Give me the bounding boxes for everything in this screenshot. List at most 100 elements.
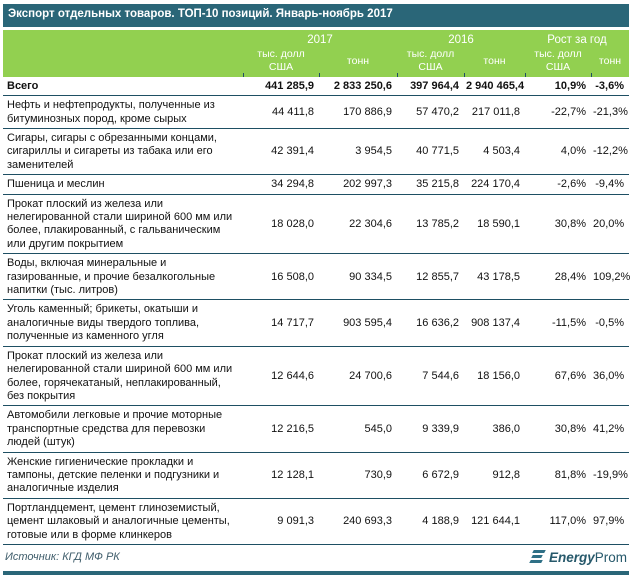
- table-cell: 240 693,3: [319, 498, 397, 545]
- table-cell: 12 855,7: [397, 253, 464, 301]
- table-cell: 386,0: [464, 405, 525, 453]
- row-name: Автомобили легковые и прочие моторные тр…: [3, 405, 243, 453]
- table-row-total: Всего 441 285,9 2 833 250,6 397 964,4 2 …: [3, 76, 629, 97]
- table-cell: 41,2%: [591, 405, 629, 453]
- table-cell: 34 294,8: [243, 174, 319, 195]
- header-group-2017: 2017: [243, 29, 397, 46]
- row-name: Портландцемент, цемент глиноземистый, це…: [3, 498, 243, 545]
- table-cell: 81,8%: [525, 452, 591, 499]
- table-cell: 28,4%: [525, 253, 591, 301]
- header-usd-2017: тыс. долл США: [243, 45, 319, 77]
- table-cell: -0,5%: [591, 299, 629, 347]
- bottom-divider-bar: [3, 570, 629, 575]
- table-cell: 14 717,7: [243, 299, 319, 347]
- table-row: Пшеница и меслин 34 294,8 202 997,3 35 2…: [3, 174, 629, 195]
- table-cell: 16 508,0: [243, 253, 319, 301]
- table-cell: 40 771,5: [397, 128, 464, 176]
- table-cell: -12,2%: [591, 128, 629, 176]
- table-header: 2017 2016 Рост за год тыс. долл США тонн…: [3, 29, 629, 77]
- table-row: Нефть и нефтепродукты, полученные из бит…: [3, 95, 629, 130]
- table-row: Прокат плоский из железа или нелегирован…: [3, 194, 629, 255]
- table-cell: 18 028,0: [243, 194, 319, 255]
- row-name: Пшеница и меслин: [3, 174, 243, 195]
- table-cell: 170 886,9: [319, 95, 397, 130]
- table-cell: 2 940 465,4: [464, 76, 525, 97]
- table-cell: -9,4%: [591, 174, 629, 195]
- table-cell: 36,0%: [591, 346, 629, 407]
- table-cell: 217 011,8: [464, 95, 525, 130]
- table-cell: 90 334,5: [319, 253, 397, 301]
- table-cell: 12 216,5: [243, 405, 319, 453]
- table-cell: 16 636,2: [397, 299, 464, 347]
- table-cell: -19,9%: [591, 452, 629, 499]
- table-cell: 22 304,6: [319, 194, 397, 255]
- table-cell: 18 156,0: [464, 346, 525, 407]
- table-cell: -22,7%: [525, 95, 591, 130]
- row-name: Прокат плоский из железа или нелегирован…: [3, 346, 243, 407]
- table-body: Всего 441 285,9 2 833 250,6 397 964,4 2 …: [3, 76, 630, 545]
- row-name: Воды, включая минеральные и газированные…: [3, 253, 243, 301]
- energyprom-logo-icon: [529, 550, 546, 564]
- table-cell: -2,6%: [525, 174, 591, 195]
- header-usd-2016: тыс. долл США: [397, 45, 464, 77]
- table-cell: 44 411,8: [243, 95, 319, 130]
- table-cell: -3,6%: [591, 76, 629, 97]
- table-cell: 4 503,4: [464, 128, 525, 176]
- row-name: Нефть и нефтепродукты, полученные из бит…: [3, 95, 243, 130]
- row-name: Всего: [3, 76, 243, 97]
- table-cell: 24 700,6: [319, 346, 397, 407]
- table-cell: 912,8: [464, 452, 525, 499]
- table-cell: 12 128,1: [243, 452, 319, 499]
- row-name: Прокат плоский из железа или нелегирован…: [3, 194, 243, 255]
- table-cell: 117,0%: [525, 498, 591, 545]
- table-cell: 903 595,4: [319, 299, 397, 347]
- table-row: Автомобили легковые и прочие моторные тр…: [3, 405, 629, 453]
- table-cell: 224 170,4: [464, 174, 525, 195]
- table-cell: 67,6%: [525, 346, 591, 407]
- page-title: Экспорт отдельных товаров. ТОП-10 позици…: [3, 4, 629, 27]
- table-cell: 730,9: [319, 452, 397, 499]
- table-row: Воды, включая минеральные и газированные…: [3, 253, 630, 301]
- header-tons-2016: тонн: [464, 45, 525, 77]
- table-cell: 30,8%: [525, 405, 591, 453]
- table-cell: 57 470,2: [397, 95, 464, 130]
- header-usd-growth: тыс. долл США: [525, 45, 591, 77]
- table-cell: 3 954,5: [319, 128, 397, 176]
- energyprom-logo: EnergyProm: [529, 550, 627, 565]
- footer: Источник: КГД МФ РК EnergyProm: [3, 545, 629, 569]
- table-cell: 18 590,1: [464, 194, 525, 255]
- header-group-growth: Рост за год: [525, 29, 629, 46]
- table-cell: 9 339,9: [397, 405, 464, 453]
- header-sub-row: тыс. долл США тонн тыс. долл США тонн ты…: [3, 45, 629, 77]
- table-cell: 441 285,9: [243, 76, 319, 97]
- table-cell: 397 964,4: [397, 76, 464, 97]
- header-empty-cell: [3, 29, 243, 77]
- table-cell: 12 644,6: [243, 346, 319, 407]
- header-tons-growth: тонн: [591, 45, 629, 77]
- table-cell: 13 785,2: [397, 194, 464, 255]
- row-name: Женские гигиенические прокладки и тампон…: [3, 452, 243, 499]
- table-cell: 545,0: [319, 405, 397, 453]
- table-cell: 35 215,8: [397, 174, 464, 195]
- table-cell: 43 178,5: [464, 253, 525, 301]
- row-name: Сигары, сигары с обрезанными концами, си…: [3, 128, 243, 176]
- table-row: Уголь каменный; брикеты, окатыши и анало…: [3, 299, 629, 347]
- table-cell: 908 137,4: [464, 299, 525, 347]
- table-cell: 4,0%: [525, 128, 591, 176]
- table-cell: 6 672,9: [397, 452, 464, 499]
- table-cell: 109,2%: [591, 253, 630, 301]
- table-row: Женские гигиенические прокладки и тампон…: [3, 452, 629, 499]
- export-top10-table: 2017 2016 Рост за год тыс. долл США тонн…: [3, 29, 630, 545]
- table-cell: 202 997,3: [319, 174, 397, 195]
- header-tons-2017: тонн: [319, 45, 397, 77]
- table-cell: 4 188,9: [397, 498, 464, 545]
- table-cell: 42 391,4: [243, 128, 319, 176]
- table-cell: 10,9%: [525, 76, 591, 97]
- table-cell: 121 644,1: [464, 498, 525, 545]
- header-year-row: 2017 2016 Рост за год: [3, 29, 629, 77]
- table-cell: 7 544,6: [397, 346, 464, 407]
- table-cell: 20,0%: [591, 194, 629, 255]
- table-cell: 30,8%: [525, 194, 591, 255]
- table-cell: 97,9%: [591, 498, 629, 545]
